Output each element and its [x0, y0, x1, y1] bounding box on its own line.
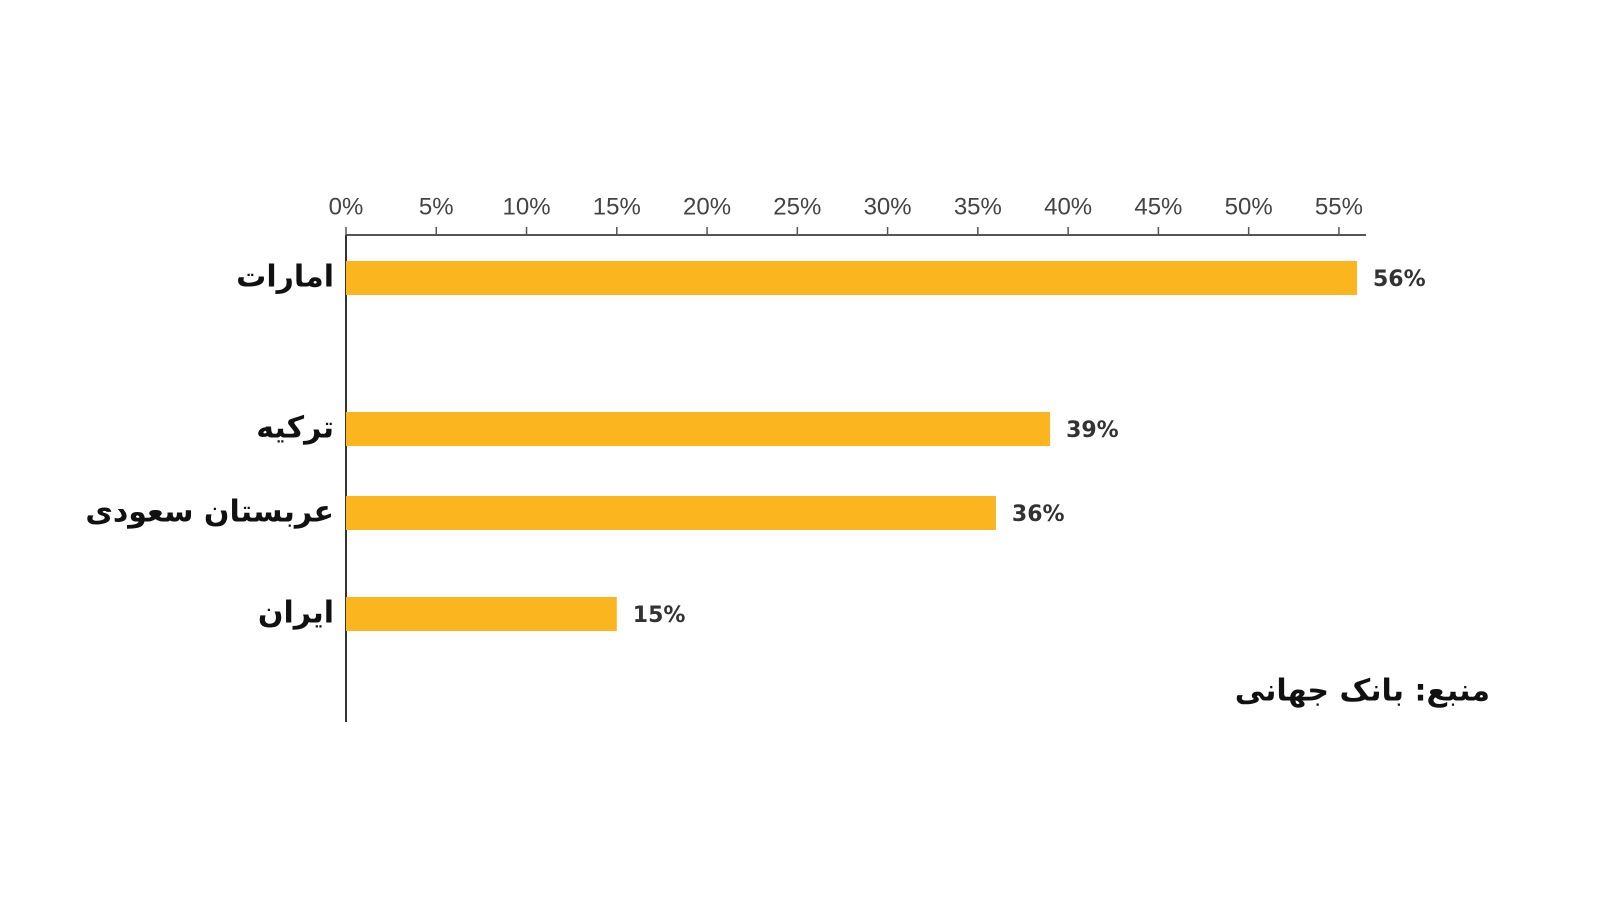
x-tick-label: 25% [773, 193, 821, 220]
value-label: 39% [1066, 418, 1119, 443]
x-tick-label: 5% [419, 193, 454, 220]
source-note: منبع: بانک جهانی [1235, 674, 1490, 709]
bar [346, 496, 996, 530]
bar [346, 597, 617, 631]
x-tick-label: 20% [683, 193, 731, 220]
category-label: ایران [258, 596, 334, 631]
x-tick-label: 0% [329, 193, 364, 220]
category-label: ترکیه [256, 411, 334, 446]
x-tick-label: 10% [503, 193, 551, 220]
x-tick-label: 15% [593, 193, 641, 220]
x-tick-label: 55% [1315, 193, 1363, 220]
category-label: عربستان سعودی [85, 495, 334, 530]
x-tick-label: 35% [954, 193, 1002, 220]
category-label: امارات [236, 260, 334, 295]
bar [346, 261, 1357, 295]
bar [346, 412, 1051, 446]
x-tick-label: 45% [1134, 193, 1182, 220]
value-label: 36% [1012, 502, 1065, 527]
x-tick-label: 30% [864, 193, 912, 220]
value-label: 56% [1373, 267, 1426, 292]
value-label: 15% [633, 603, 686, 628]
x-tick-label: 50% [1225, 193, 1273, 220]
x-tick-label: 40% [1044, 193, 1092, 220]
